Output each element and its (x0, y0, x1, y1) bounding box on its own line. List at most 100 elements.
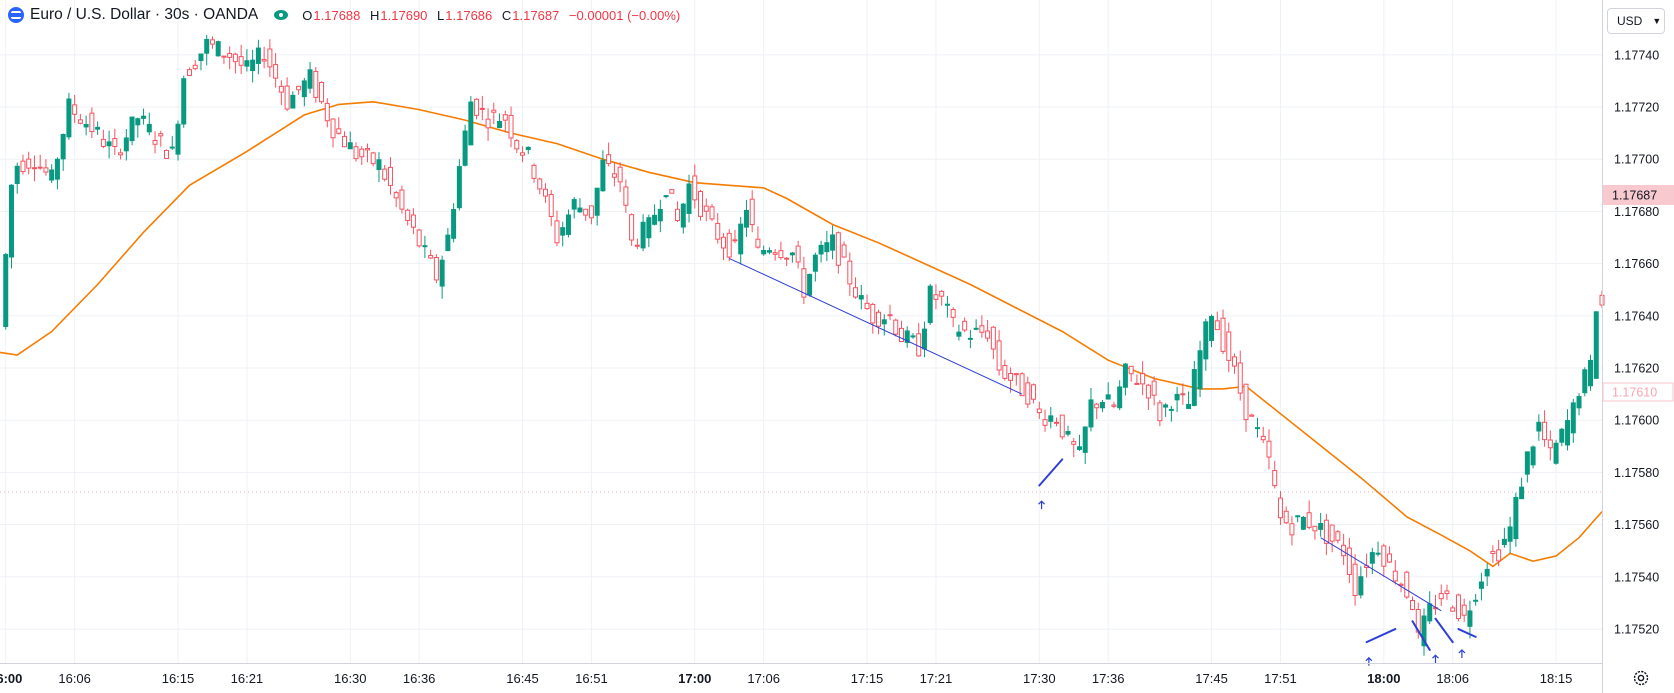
symbol-legend[interactable]: Euro / U.S. Dollar · 30s · OANDA O 1.1768… (8, 4, 686, 26)
close-value: 1.17687 (512, 7, 560, 23)
arrow-stroke[interactable] (1365, 628, 1397, 644)
candle-body (152, 139, 158, 145)
candle-body (1387, 553, 1393, 563)
candle-body (542, 188, 548, 197)
candle-body (789, 252, 795, 256)
candle-body (577, 207, 583, 213)
candle-body (1519, 486, 1525, 500)
candle-body (399, 189, 405, 210)
trendline[interactable] (729, 257, 1023, 395)
candle-body (112, 138, 118, 147)
arrow-stroke[interactable] (1457, 628, 1477, 638)
candle-body (77, 119, 83, 124)
candle-body (876, 311, 882, 327)
candle-body (1312, 525, 1318, 532)
candle-body (554, 220, 560, 244)
trendline[interactable] (1320, 537, 1442, 612)
candle-body (950, 309, 956, 318)
candle-body (370, 152, 376, 165)
candle-body (870, 303, 876, 324)
candle-body (1478, 581, 1484, 589)
arrow-stroke[interactable] (1411, 620, 1431, 651)
candle-body (209, 39, 215, 45)
candle-body (1209, 315, 1215, 341)
x-tick-label: 16:45 (506, 671, 539, 686)
candle-body (893, 319, 899, 335)
x-tick-label: 17:21 (920, 671, 953, 686)
arrow-stroke[interactable] (1434, 617, 1454, 644)
candle-body (967, 337, 973, 340)
drawing-tools-layer[interactable] (729, 257, 1477, 666)
candle-body (766, 250, 772, 253)
candle-body (715, 222, 721, 240)
ma-value-badge (1602, 382, 1674, 402)
candle-body (1226, 331, 1232, 361)
candle-body (468, 101, 474, 146)
candle-body (1283, 510, 1289, 524)
candle-body (1008, 372, 1014, 381)
candle-body (1427, 603, 1433, 622)
candle-body (778, 250, 784, 259)
up-arrow-icon[interactable] (1432, 654, 1439, 664)
candle-body (106, 141, 112, 147)
candle-body (1082, 426, 1088, 453)
candle-body (761, 250, 767, 255)
y-tick-label: 1.17740 (1614, 48, 1659, 62)
candle-body (1272, 470, 1278, 487)
candle-body (1249, 414, 1255, 417)
candle-body (227, 52, 233, 58)
candle-body (1048, 415, 1054, 422)
up-arrow-icon[interactable] (1365, 656, 1373, 666)
candle-body (141, 115, 147, 119)
candle-body (732, 239, 738, 242)
current-price-label: 1.17687 (1612, 189, 1657, 203)
currency-selector[interactable]: USD ▼ (1607, 8, 1665, 34)
candle-body (531, 164, 537, 179)
candle-body (1444, 590, 1450, 595)
candle-body (548, 194, 554, 218)
x-tick-label: 16:21 (231, 671, 264, 686)
candle-body (910, 335, 916, 338)
eye-icon[interactable] (274, 10, 289, 20)
candle-body (485, 118, 491, 129)
candle-body (1501, 538, 1507, 546)
high-value: 1.17690 (380, 7, 428, 23)
candle-body (985, 330, 991, 339)
candle-body (864, 302, 870, 310)
candle-body (640, 221, 646, 249)
x-tick-label: 17:36 (1092, 671, 1125, 686)
candle-body (244, 60, 250, 67)
candle-body (927, 285, 933, 324)
candle-body (474, 98, 480, 116)
candle-body (1243, 383, 1249, 421)
candle-body (652, 214, 658, 225)
symbol-title[interactable]: Euro / U.S. Dollar · 30s · OANDA (30, 6, 259, 23)
currency-label: USD (1617, 14, 1643, 28)
up-arrow-icon[interactable] (1458, 649, 1466, 658)
candle-body (1151, 380, 1157, 396)
candle-body (267, 48, 273, 68)
candle-body (646, 217, 652, 239)
candle-body (807, 273, 813, 296)
candle-body (881, 319, 887, 325)
candle-body (1111, 404, 1117, 407)
candle-body (1042, 419, 1048, 426)
candle-body (43, 167, 49, 173)
candle-body (382, 168, 388, 180)
candle-body (462, 130, 468, 166)
candle-body (784, 257, 790, 260)
candle-body (261, 59, 267, 62)
candle-body (8, 184, 14, 258)
candle-body (1168, 408, 1174, 411)
candle-body (1392, 570, 1398, 582)
candle-body (433, 256, 439, 281)
candle-body (1237, 362, 1243, 394)
candle-body (3, 254, 9, 327)
up-arrow-icon[interactable] (1038, 500, 1046, 510)
candle-body (525, 146, 531, 151)
arrow-stroke[interactable] (1038, 458, 1064, 487)
open-label: O (302, 7, 313, 23)
candle-body (588, 205, 594, 219)
gear-icon[interactable] (1632, 669, 1650, 687)
